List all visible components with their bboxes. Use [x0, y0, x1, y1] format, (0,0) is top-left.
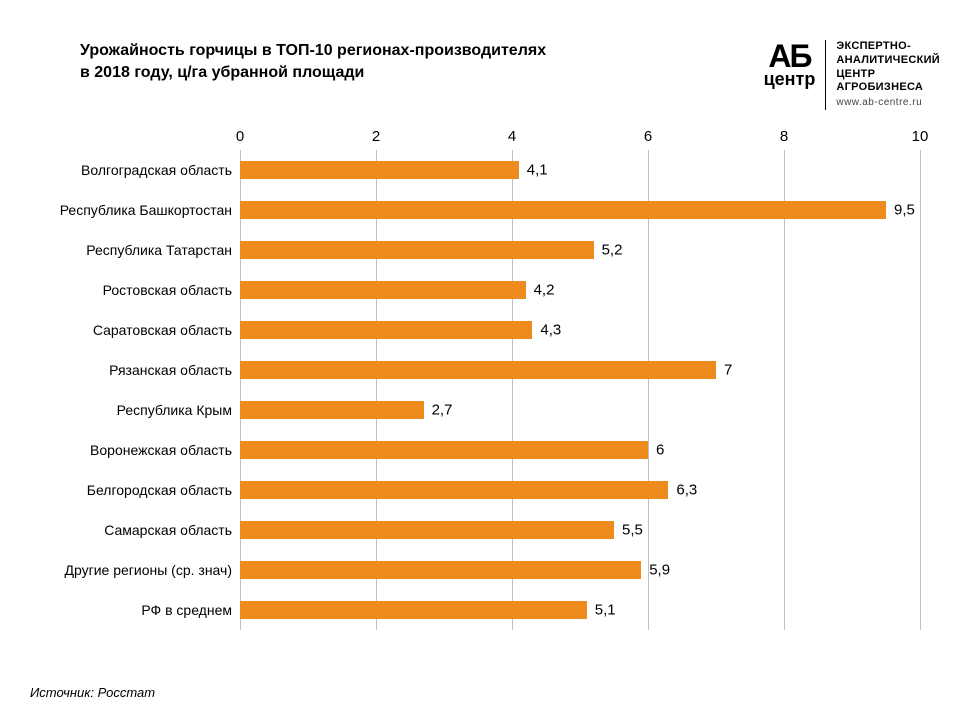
logo-tagline: ЭКСПЕРТНО- АНАЛИТИЧЕСКИЙ ЦЕНТР АГРОБИЗНЕ… [836, 40, 940, 110]
logo: АБ центр ЭКСПЕРТНО- АНАЛИТИЧЕСКИЙ ЦЕНТР … [764, 40, 940, 110]
bar-row: Волгоградская область4,1 [240, 150, 920, 190]
bar-row: Саратовская область4,3 [240, 310, 920, 350]
bar-row: Самарская область5,5 [240, 510, 920, 550]
value-label: 5,1 [595, 602, 616, 619]
bar [240, 201, 886, 219]
mustard-yield-chart: 0246810Волгоградская область4,1Республик… [60, 120, 930, 650]
category-label: Белгородская область [87, 482, 232, 498]
bar [240, 161, 519, 179]
value-label: 5,5 [622, 522, 643, 539]
gridline [920, 150, 921, 630]
value-label: 4,3 [540, 322, 561, 339]
value-label: 5,9 [649, 562, 670, 579]
bar [240, 521, 614, 539]
x-tick-label: 8 [780, 128, 788, 145]
bar-row: Воронежская область6 [240, 430, 920, 470]
category-label: Волгоградская область [81, 162, 232, 178]
logo-url: www.ab-centre.ru [836, 97, 940, 110]
x-tick-label: 4 [508, 128, 516, 145]
bar-row: Республика Крым2,7 [240, 390, 920, 430]
x-tick-label: 0 [236, 128, 244, 145]
category-label: Ростовская область [103, 282, 232, 298]
bar [240, 481, 668, 499]
value-label: 6,3 [676, 482, 697, 499]
category-label: Самарская область [104, 522, 232, 538]
title-line-2: в 2018 году, ц/га убранной площади [80, 62, 546, 84]
bar-row: Республика Башкортостан9,5 [240, 190, 920, 230]
logo-centr: центр [764, 70, 816, 88]
value-label: 9,5 [894, 202, 915, 219]
category-label: Республика Башкортостан [60, 202, 232, 218]
bar-row: Другие регионы (ср. знач)5,9 [240, 550, 920, 590]
category-label: Рязанская область [109, 362, 232, 378]
bar-row: Ростовская область4,2 [240, 270, 920, 310]
x-tick-label: 10 [912, 128, 929, 145]
value-label: 2,7 [432, 402, 453, 419]
bar [240, 321, 532, 339]
bar-row: Рязанская область7 [240, 350, 920, 390]
value-label: 5,2 [602, 242, 623, 259]
chart-title: Урожайность горчицы в ТОП-10 регионах-пр… [80, 40, 546, 85]
value-label: 7 [724, 362, 732, 379]
bar [240, 281, 526, 299]
bar-row: РФ в среднем5,1 [240, 590, 920, 630]
category-label: Республика Крым [117, 402, 232, 418]
logo-ab: АБ [764, 40, 816, 72]
source-label: Источник: Росстат [30, 685, 155, 700]
bar [240, 401, 424, 419]
bar [240, 361, 716, 379]
bar [240, 241, 594, 259]
bar-row: Республика Татарстан5,2 [240, 230, 920, 270]
bar [240, 601, 587, 619]
category-label: РФ в среднем [141, 602, 232, 618]
bar [240, 441, 648, 459]
bar [240, 561, 641, 579]
value-label: 6 [656, 442, 664, 459]
bar-row: Белгородская область6,3 [240, 470, 920, 510]
category-label: Республика Татарстан [86, 242, 232, 258]
x-tick-label: 2 [372, 128, 380, 145]
category-label: Саратовская область [93, 322, 232, 338]
logo-divider [825, 40, 826, 110]
value-label: 4,1 [527, 162, 548, 179]
category-label: Другие регионы (ср. знач) [65, 562, 233, 578]
x-tick-label: 6 [644, 128, 652, 145]
value-label: 4,2 [534, 282, 555, 299]
title-line-1: Урожайность горчицы в ТОП-10 регионах-пр… [80, 40, 546, 62]
category-label: Воронежская область [90, 442, 232, 458]
